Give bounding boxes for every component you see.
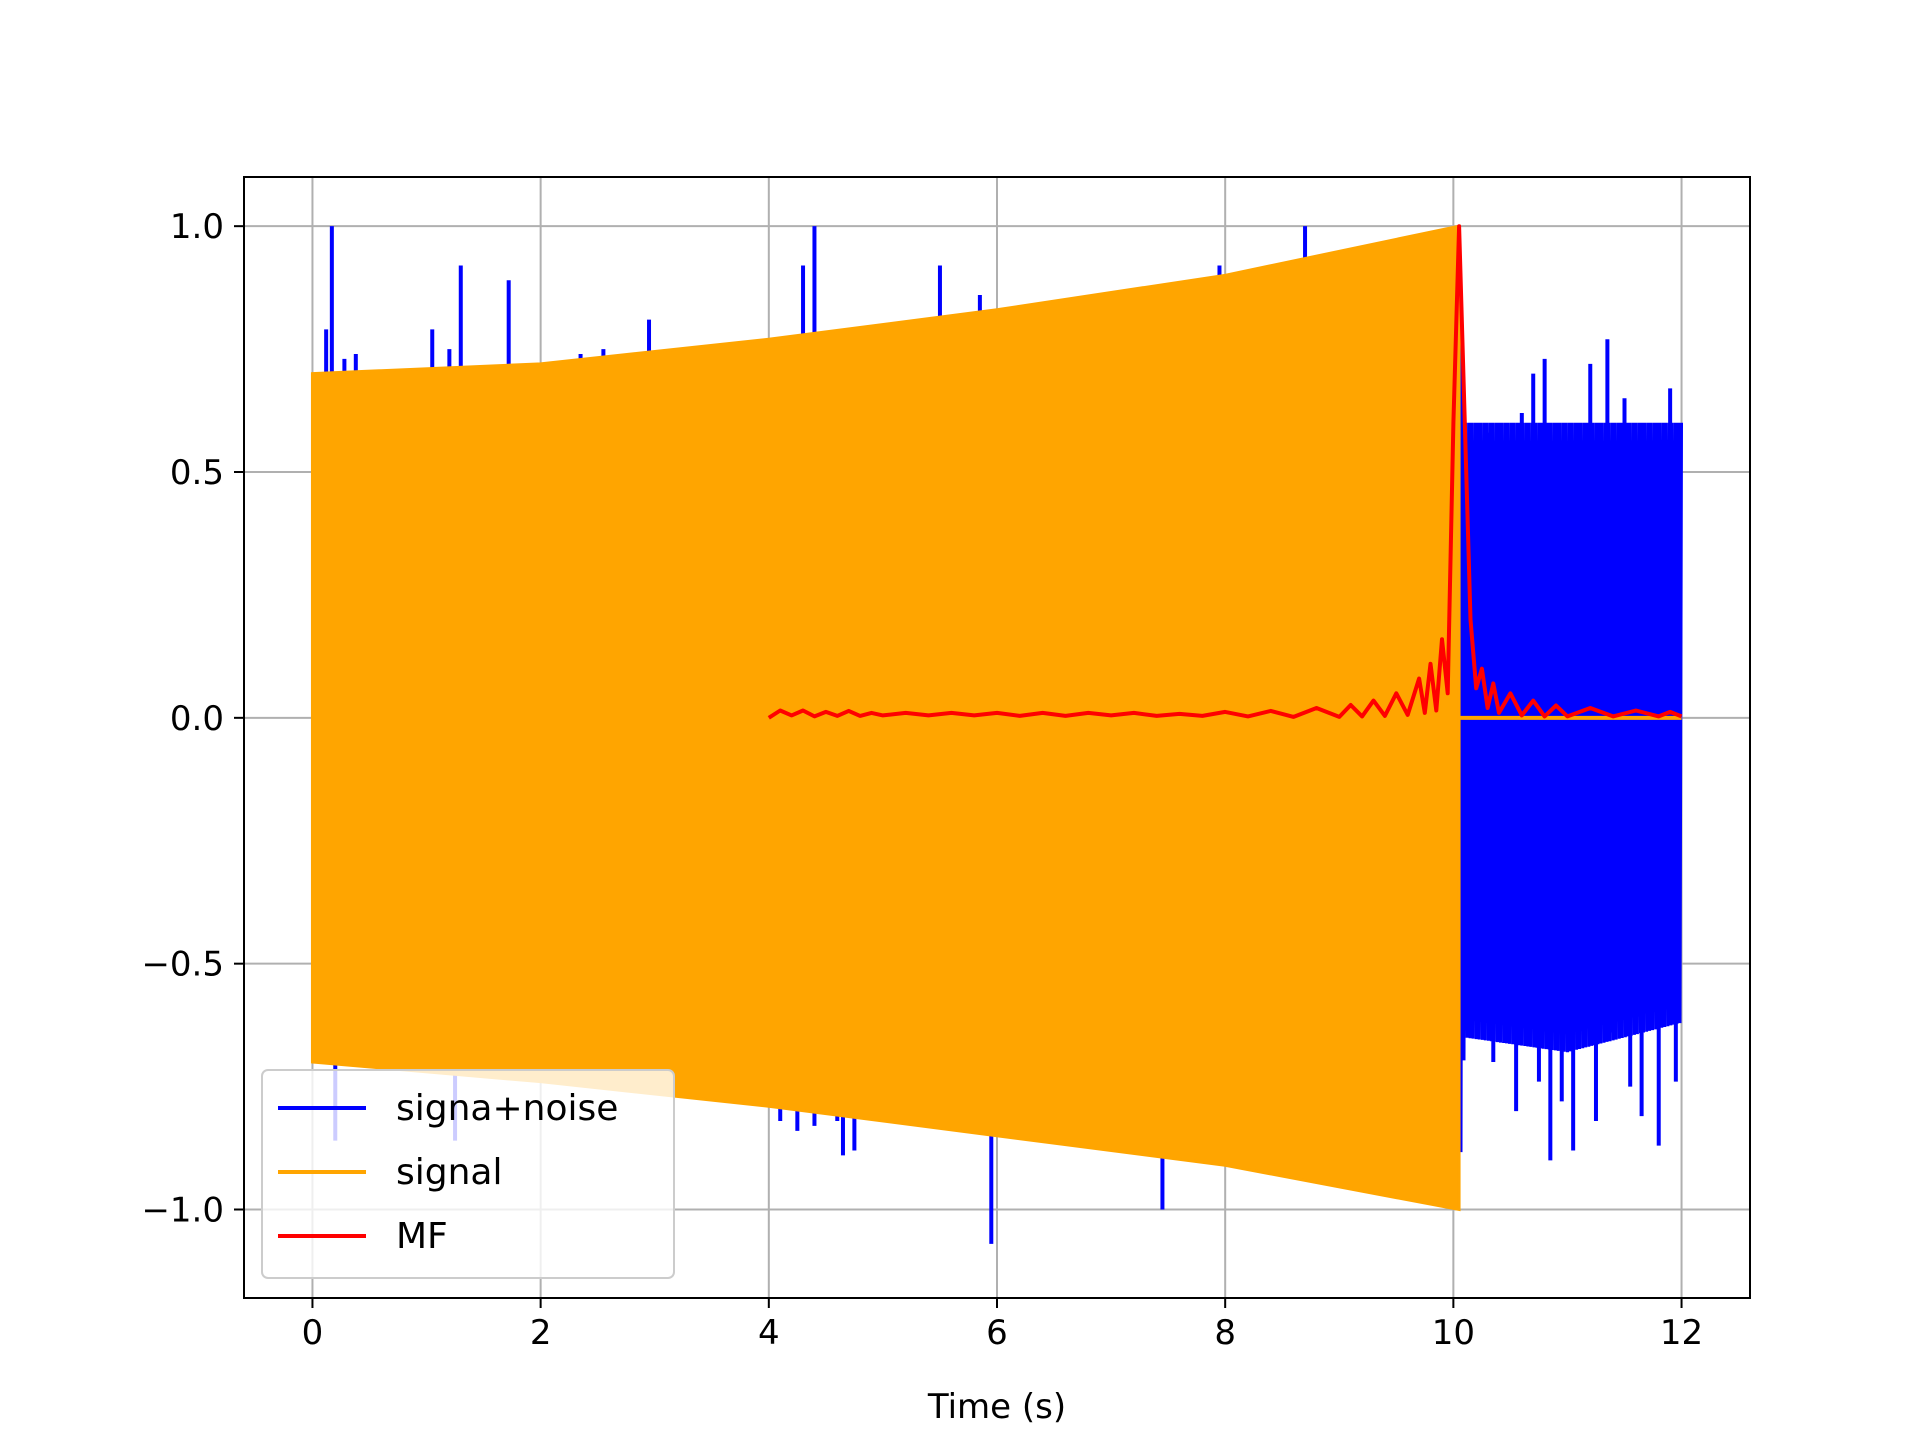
y-tick-label: 1.0 [170,207,224,247]
x-tick-label: 12 [1660,1313,1703,1353]
ticks: 0 2 4 6 8 10 12 −1.0 −0.5 0.0 0.5 1.0 [141,207,1703,1353]
x-axis-label: Time (s) [927,1387,1066,1427]
x-tick-label: 10 [1432,1313,1475,1353]
x-tick-label: 0 [302,1313,324,1353]
legend-label: signa+noise [396,1088,618,1129]
x-tick-label: 4 [758,1313,780,1353]
y-tick-label: −0.5 [141,945,224,985]
legend-label: MF [396,1216,448,1257]
signal-envelope [310,224,1461,1212]
y-tick-label: 0.5 [170,453,224,493]
legend-box [261,1069,675,1279]
legend: signa+noise signal MF [261,1069,675,1279]
y-tick-label: −1.0 [141,1191,224,1231]
legend-label: signal [396,1152,503,1193]
mf-line [767,224,1683,720]
x-tick-label: 2 [530,1313,552,1353]
y-tick-label: 0.0 [170,699,224,739]
x-tick-label: 8 [1214,1313,1236,1353]
x-tick-label: 6 [986,1313,1008,1353]
